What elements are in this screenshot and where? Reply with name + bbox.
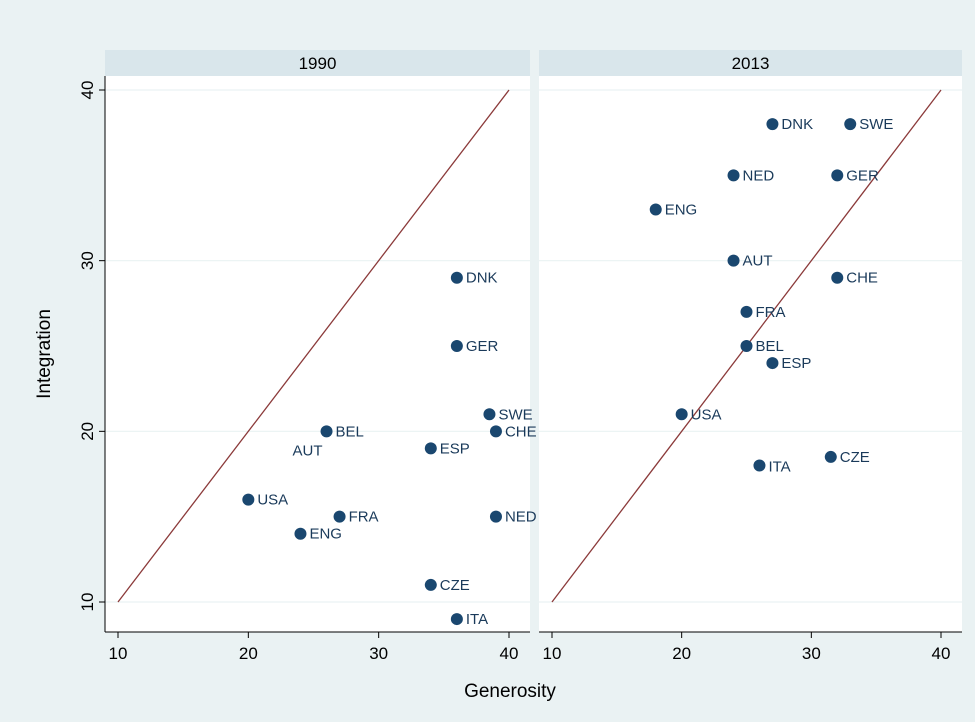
- data-point-DNK: [450, 271, 463, 284]
- y-tick-label: 30: [78, 251, 97, 270]
- data-point-CZE: [824, 450, 837, 463]
- data-point-ESP: [766, 357, 779, 370]
- point-label: GER: [466, 338, 499, 355]
- data-point-FRA: [333, 510, 346, 523]
- x-tick-label: 30: [369, 644, 388, 663]
- data-point-ITA: [753, 459, 766, 472]
- point-label: SWE: [498, 406, 532, 423]
- x-tick-label: 20: [672, 644, 691, 663]
- data-point-NED: [489, 510, 502, 523]
- point-label: ENG: [309, 526, 342, 543]
- point-label: BEL: [336, 423, 364, 440]
- point-label: CZE: [440, 577, 470, 594]
- point-label: AUT: [743, 253, 773, 270]
- data-point-NED: [727, 169, 740, 182]
- plot-area-2013: [539, 76, 962, 632]
- data-point-AUT: [727, 254, 740, 267]
- point-label: AUT: [293, 442, 323, 459]
- point-label: ESP: [440, 440, 470, 457]
- point-label: NED: [743, 167, 775, 184]
- point-label: ENG: [665, 201, 698, 218]
- data-point-CHE: [489, 425, 502, 438]
- panel-strip-1990: [105, 50, 530, 76]
- data-point-USA: [242, 493, 255, 506]
- point-label: CHE: [846, 270, 878, 287]
- point-label: GER: [846, 167, 879, 184]
- x-tick-label: 40: [500, 644, 519, 663]
- point-label: FRA: [756, 304, 786, 321]
- data-point-GER: [831, 169, 844, 182]
- x-axis-title: Generosity: [464, 681, 556, 702]
- y-tick-label: 40: [78, 81, 97, 100]
- data-point-CHE: [831, 271, 844, 284]
- point-label: CZE: [840, 449, 870, 466]
- point-label: ESP: [781, 355, 811, 372]
- point-label: USA: [691, 406, 722, 423]
- data-point-USA: [675, 408, 688, 421]
- x-tick-label: 10: [109, 644, 128, 663]
- data-point-BEL: [740, 340, 753, 352]
- point-label: NED: [505, 509, 537, 526]
- panel-strip-2013: [539, 50, 962, 76]
- point-label: USA: [257, 492, 288, 509]
- x-tick-label: 40: [932, 644, 951, 663]
- data-point-ITA: [450, 613, 463, 626]
- x-tick-label: 10: [543, 644, 562, 663]
- reference-line: [117, 89, 510, 603]
- point-label: DNK: [466, 270, 498, 287]
- data-point-ENG: [294, 527, 307, 540]
- plot-area-1990: [105, 76, 530, 632]
- y-axis-title: Integration: [34, 309, 55, 399]
- data-point-BEL: [320, 425, 333, 438]
- x-tick-label: 20: [239, 644, 258, 663]
- point-label: ITA: [466, 611, 488, 628]
- data-point-FRA: [740, 305, 753, 318]
- point-label: DNK: [781, 116, 813, 133]
- data-point-ESP: [424, 442, 437, 455]
- panel-title: 2013: [732, 54, 770, 73]
- y-tick-label: 10: [78, 593, 97, 612]
- data-point-GER: [450, 340, 463, 352]
- point-label: ITA: [768, 458, 790, 475]
- data-point-ENG: [649, 203, 662, 216]
- data-point-SWE: [844, 118, 857, 131]
- point-label: FRA: [349, 509, 379, 526]
- point-label: CHE: [505, 423, 537, 440]
- data-point-SWE: [483, 408, 496, 421]
- data-point-CZE: [424, 578, 437, 591]
- point-label: BEL: [756, 338, 784, 355]
- data-point-DNK: [766, 118, 779, 131]
- y-tick-label: 20: [78, 422, 97, 441]
- x-tick-label: 30: [802, 644, 821, 663]
- panel-title: 1990: [299, 54, 337, 73]
- point-label: SWE: [859, 116, 893, 133]
